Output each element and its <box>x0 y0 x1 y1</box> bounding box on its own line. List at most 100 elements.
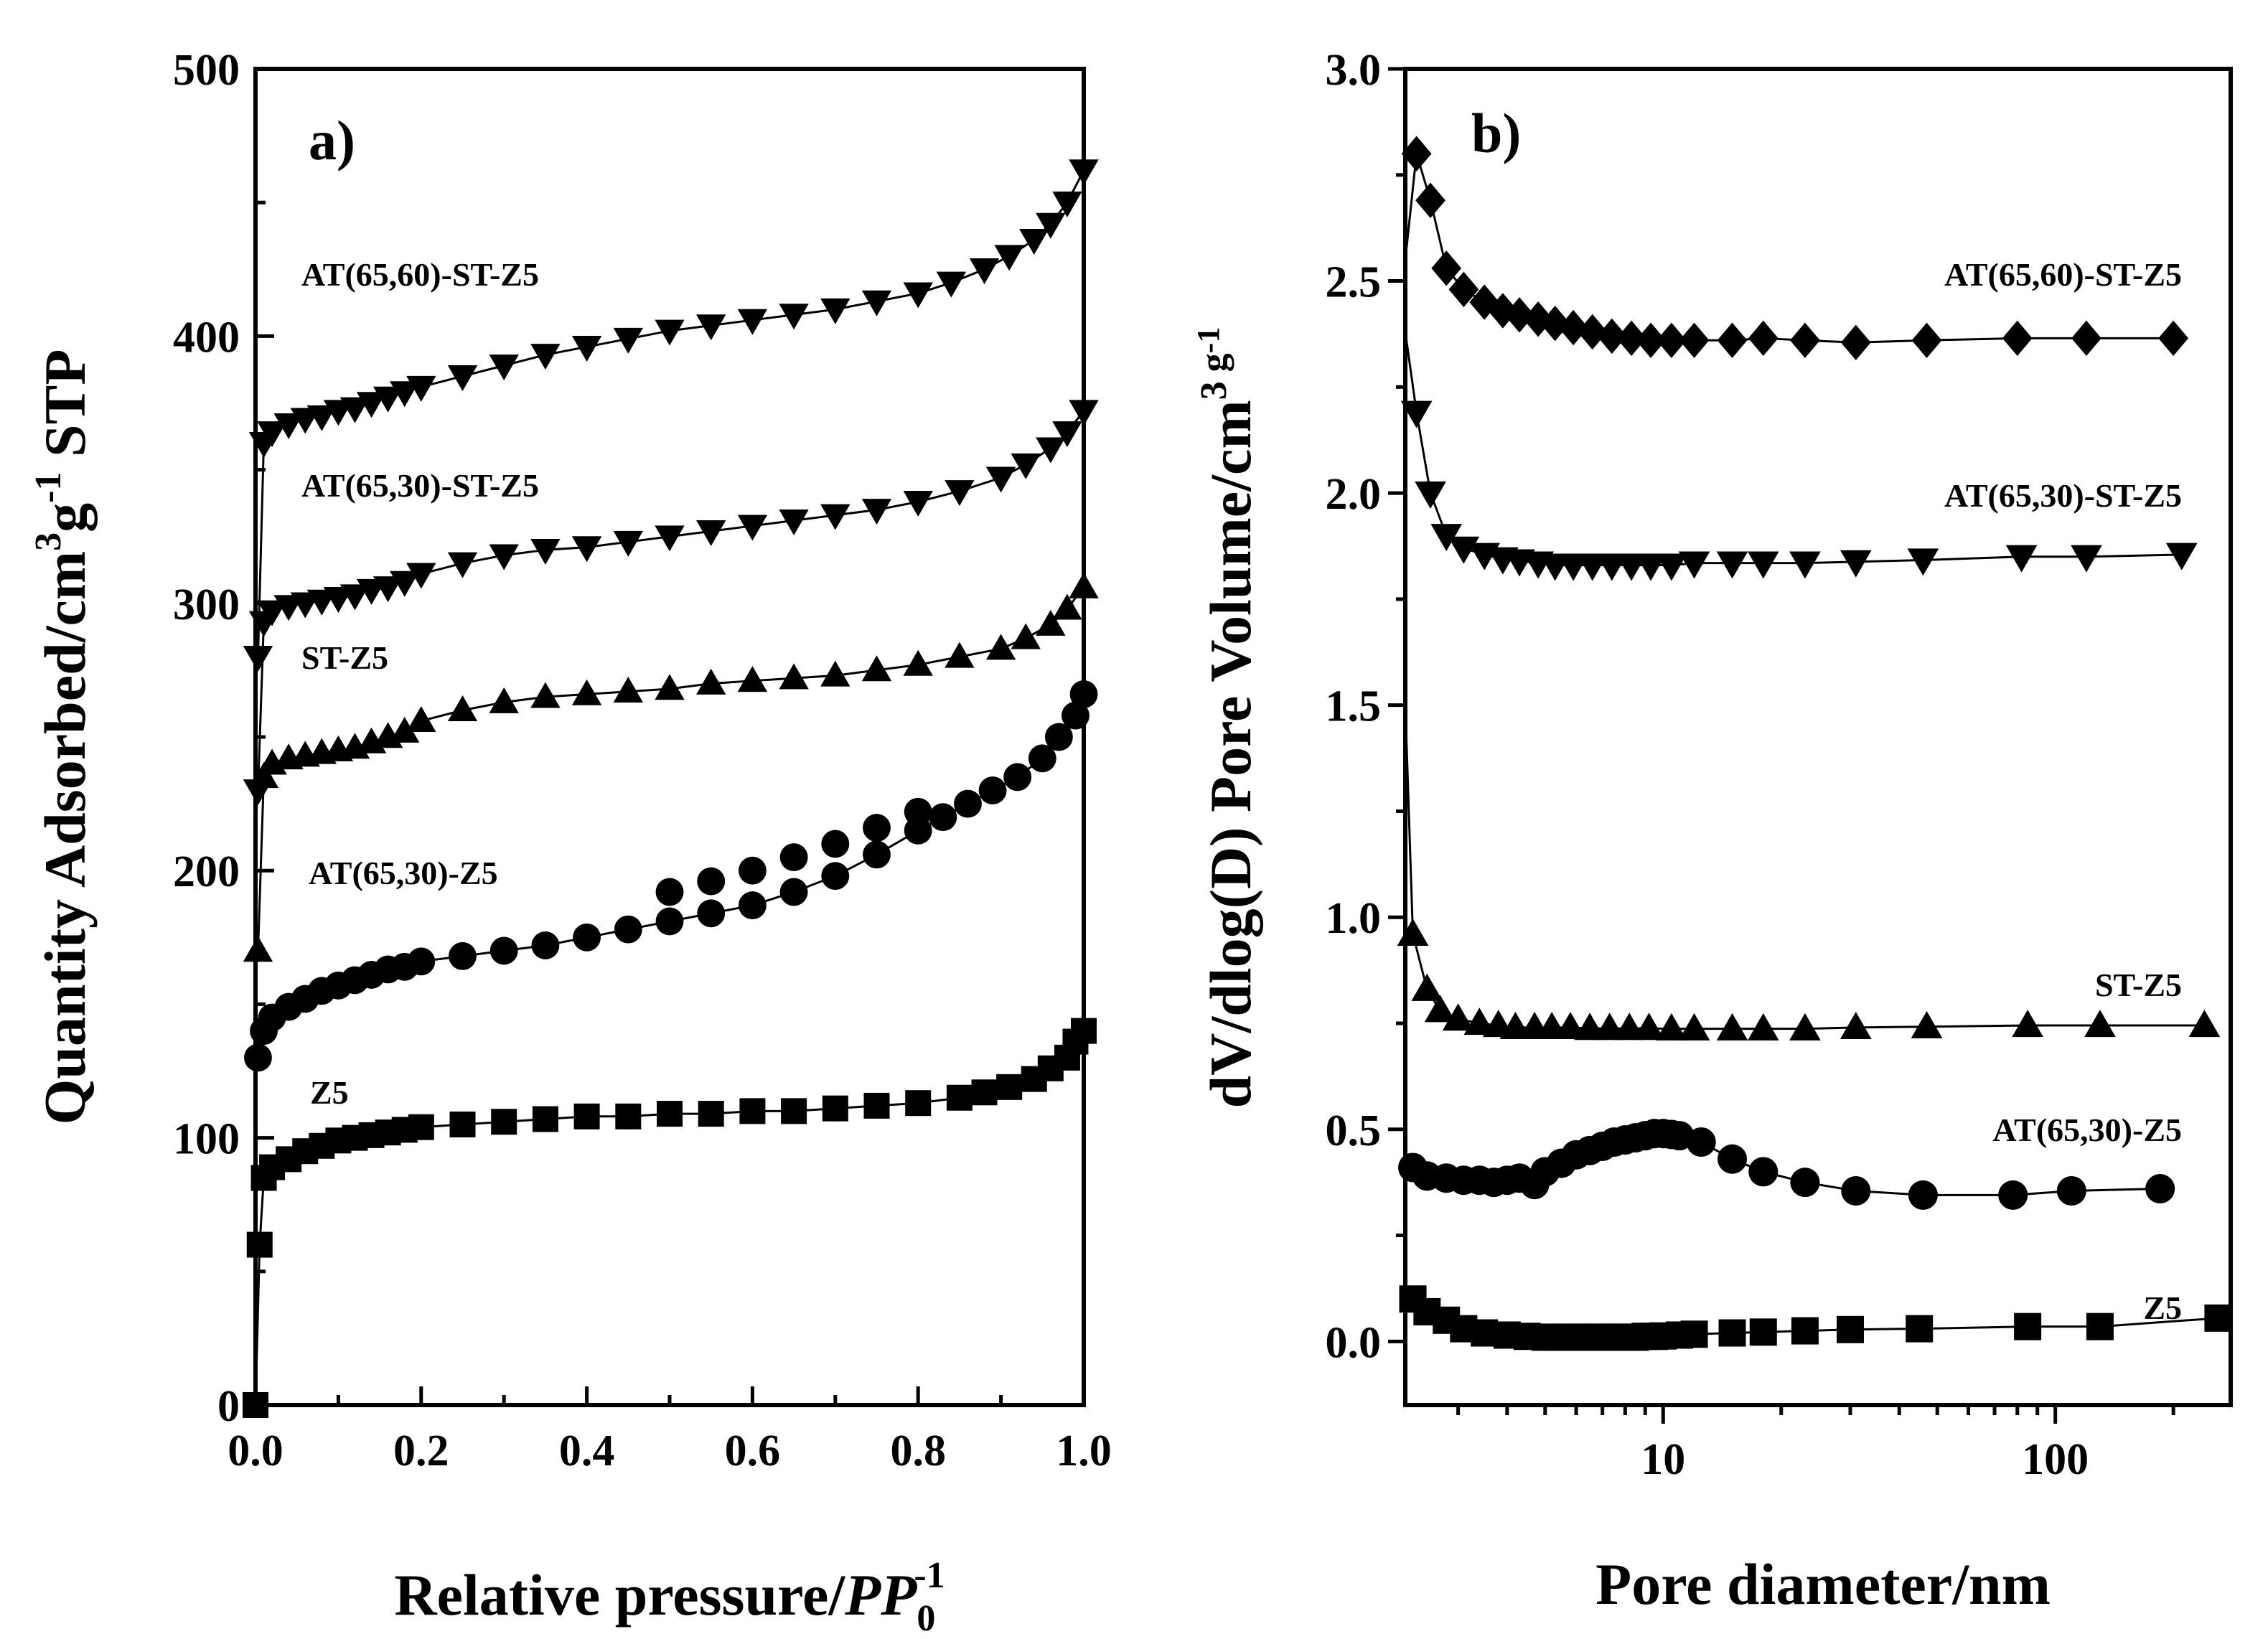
panel-a-x-tick-label: 0.8 <box>890 1427 946 1475</box>
panel-b-y-tick-label: 1.0 <box>1326 894 1382 943</box>
panel-a-data-point <box>1052 421 1082 448</box>
panel-a-y-tick-label: 0 <box>217 1382 240 1431</box>
panel-a-y-axis-title-sup1: 3 <box>28 532 69 551</box>
panel-b-x-axis-title: Pore diameter/nm <box>1595 1551 2051 1617</box>
panel-a-data-point <box>257 421 287 448</box>
panel-a-series-label-st-z5: ST-Z5 <box>301 639 388 676</box>
panel-a-data-point <box>613 676 643 703</box>
panel-a-data-point <box>1044 723 1073 751</box>
panel-a-x-axis-title: Relative pressure/PP0-1 <box>394 1555 945 1639</box>
panel-b-x-tick-label: 100 <box>2022 1435 2089 1484</box>
panel-a-data-point <box>738 891 767 920</box>
panel-a-desorption-point <box>904 797 932 826</box>
panel-a-label: a) <box>309 109 355 172</box>
panel-b-data-point <box>2005 545 2038 573</box>
panel-b-y-tick-label: 0.5 <box>1326 1107 1382 1155</box>
panel-b-data-point <box>1911 322 1942 359</box>
panel-a-data-point <box>571 335 602 362</box>
panel-b-data-point <box>1415 481 1446 509</box>
panel-a-data-point <box>573 923 601 952</box>
panel-a-data-point <box>447 365 478 391</box>
panel-b-data-point <box>1840 550 1872 578</box>
panel-b-data-point <box>1840 324 1871 360</box>
panel-a-data-point <box>861 290 892 316</box>
panel-b-data-point <box>1411 973 1443 1001</box>
panel-b-data-point <box>1836 1315 1864 1343</box>
panel-b-y-tick-label: 0.0 <box>1326 1318 1382 1367</box>
panel-b-data-point <box>1616 320 1646 357</box>
panel-b-data-point <box>1790 322 1820 359</box>
panel-b-series-label-at65-30-st-z5: AT(65,30)-ST-Z5 <box>1944 477 2182 514</box>
panel-b-data-point <box>1596 318 1627 354</box>
panel-b-data-point <box>2084 1010 2116 1038</box>
panel-a-data-point <box>1011 623 1041 649</box>
panel-a-data-point <box>489 544 519 570</box>
panel-b-series-label-at65-30-z5: AT(65,30)-Z5 <box>1992 1112 2182 1148</box>
panel-a-data-point <box>863 840 891 869</box>
panel-b-data-point <box>2002 320 2033 357</box>
panel-a-data-point <box>390 570 420 597</box>
panel-a-data-point <box>390 381 420 408</box>
panel-a-data-point <box>954 789 982 818</box>
panel-b-data-point <box>1448 271 1479 308</box>
panel-a-data-point <box>936 271 967 298</box>
panel-b-y-tick-label: 3.0 <box>1326 46 1382 95</box>
panel-a-data-point <box>861 655 892 682</box>
panel-a-series-at-65-60-st-z5 <box>243 159 1099 672</box>
panel-a-data-point <box>571 679 602 705</box>
panel-a-data-point <box>531 931 560 959</box>
panel-a-data-point <box>1036 437 1066 464</box>
panel-a-y-tick-label: 400 <box>173 313 240 362</box>
panel-b-y-axis-title-mid: g <box>1194 353 1234 381</box>
panel-a-data-point <box>1003 763 1032 792</box>
panel-a-data-point <box>573 1103 600 1130</box>
panel-b-data-point <box>1636 322 1666 359</box>
panel-a-series-z5 <box>243 1018 1097 1418</box>
panel-b-data-point <box>1748 320 1779 357</box>
panel-a-data-point <box>273 413 304 439</box>
panel-a-data-point <box>1069 572 1099 598</box>
panel-b-data-point <box>1907 548 1939 576</box>
panel-a-data-point <box>246 1231 273 1258</box>
panel-b-series-line <box>1404 705 2205 1030</box>
panel-b-data-point <box>1401 136 1432 172</box>
panel-a-data-point <box>655 674 685 700</box>
panel-a-data-point <box>306 405 337 431</box>
panel-a-data-point <box>1011 453 1041 479</box>
panel-b-data-point <box>1430 524 1463 552</box>
panel-a-data-point <box>929 803 957 832</box>
panel-a-data-point <box>821 862 850 891</box>
panel-b-series-at-65-30-z5 <box>1398 1119 2175 1210</box>
panel-a-x-axis-title-italic: PP <box>844 1562 917 1628</box>
panel-a-data-point <box>739 1098 766 1124</box>
panel-a-data-point <box>820 504 851 530</box>
panel-b-data-point <box>1840 1012 1872 1040</box>
panel-b-data-point <box>1574 1013 1606 1041</box>
panel-b-data-point <box>1717 1144 1748 1174</box>
panel-a-data-point <box>779 878 808 906</box>
panel-a-data-point <box>449 1111 476 1137</box>
panel-a-x-tick-label: 1.0 <box>1056 1427 1112 1475</box>
panel-b-data-point <box>2071 545 2102 573</box>
panel-b-data-point <box>1718 1319 1746 1347</box>
panel-b-label: b) <box>1471 102 1521 164</box>
panel-a-data-point <box>698 1101 724 1127</box>
panel-a-data-point <box>1028 744 1056 773</box>
panel-b-data-point <box>1558 309 1588 346</box>
panel-a-desorption-point <box>697 867 726 896</box>
panel-a-desorption-point <box>779 843 808 872</box>
panel-a-data-point <box>945 480 975 507</box>
panel-b-data-point <box>1789 1013 1821 1041</box>
panel-b-data-point <box>1656 322 1687 359</box>
panel-a-y-axis-title: Quantity Adsorbed/cm3g-1 STP <box>28 349 98 1125</box>
panel-b-data-point <box>1415 182 1445 218</box>
panel-b-data-point <box>1397 919 1429 947</box>
panel-b-data-point <box>1717 322 1748 359</box>
panel-b-data-point <box>2204 1304 2232 1332</box>
panel-a-data-point <box>339 397 370 423</box>
panel-b-y-tick-label: 2.0 <box>1326 470 1382 519</box>
panel-a-series-label-at65-60-st-z5: AT(65,60)-ST-Z5 <box>301 256 539 293</box>
panel-b-data-point <box>1749 1318 1777 1346</box>
panel-a-data-point <box>781 1098 807 1124</box>
panel-a-data-point <box>1069 680 1098 708</box>
